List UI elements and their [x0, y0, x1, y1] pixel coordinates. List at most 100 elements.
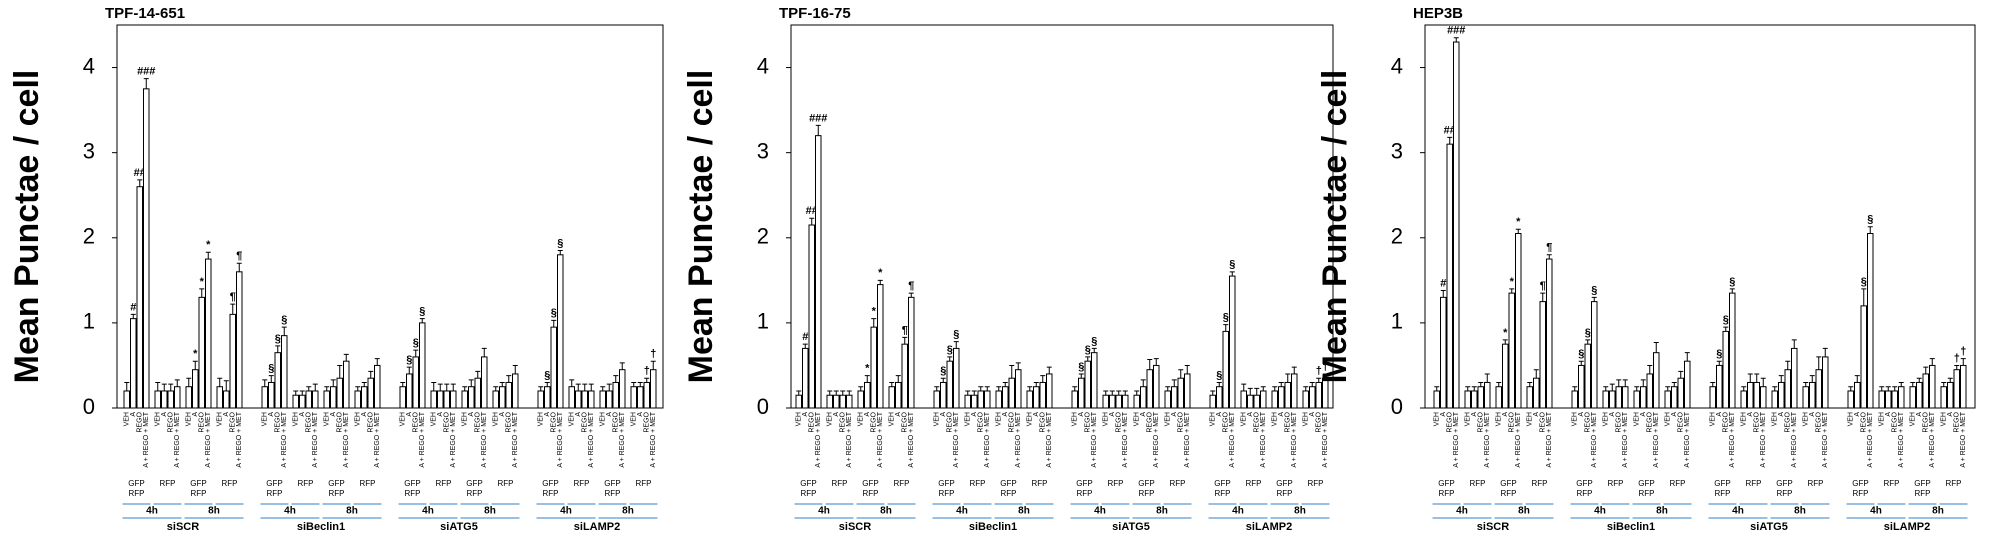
bar	[815, 135, 822, 409]
bar-label: REGO	[1447, 411, 1454, 432]
bar	[637, 386, 644, 409]
significance-mark: §	[1091, 335, 1097, 347]
error-bar	[871, 318, 877, 328]
bar-label: REGO	[275, 411, 282, 432]
error-bar	[557, 250, 563, 255]
bar	[581, 390, 588, 409]
error-bar	[947, 356, 953, 362]
error-bar	[637, 381, 643, 387]
bar-label: REGO	[506, 411, 513, 432]
error-bar	[306, 386, 312, 391]
bar	[1453, 41, 1460, 409]
bar-label: A	[1033, 412, 1040, 417]
significance-mark: #	[1440, 277, 1446, 289]
bar-label: A + REGO + MET	[619, 411, 626, 467]
error-bar	[809, 217, 815, 226]
error-bar	[1622, 379, 1628, 387]
reporter-label: RFP	[1170, 479, 1186, 488]
error-bar	[1434, 386, 1440, 391]
bar-label: VEH	[1303, 412, 1310, 426]
bar	[1302, 390, 1309, 409]
bar-label: REGO	[1540, 411, 1547, 432]
bar-label: VEH	[124, 412, 131, 426]
reporter-label: RFP	[574, 479, 590, 488]
error-bar	[324, 386, 330, 391]
bar	[544, 386, 551, 409]
bar-label: A	[940, 412, 947, 417]
time-label: 4h	[284, 506, 296, 517]
bar	[971, 394, 978, 409]
panel: HEP3B Mean Punctae / cell 0 1 2 3 4 VEH # A ## REGO…	[1316, 5, 1976, 533]
error-bar	[1465, 386, 1471, 391]
panel-title: TPF-14-651	[105, 5, 185, 22]
error-bar	[355, 386, 361, 391]
reporter-label: RFP	[360, 479, 376, 488]
bar	[977, 390, 984, 409]
error-bar	[1760, 377, 1766, 387]
time-label: 4h	[560, 506, 572, 517]
error-bar	[124, 381, 130, 391]
bar	[1584, 343, 1591, 409]
error-bar	[1941, 381, 1947, 387]
error-bar	[368, 370, 374, 379]
error-bar	[281, 326, 287, 336]
bar-label: VEH	[1803, 412, 1810, 426]
error-bar	[1671, 381, 1677, 387]
error-bar	[143, 78, 149, 89]
error-bar	[186, 377, 192, 387]
bar	[1546, 258, 1553, 409]
bar	[826, 394, 833, 409]
bar-label: A + REGO + MET	[846, 411, 853, 467]
time-label: 4h	[146, 506, 158, 517]
bar	[1615, 386, 1622, 409]
error-bar	[1791, 339, 1797, 349]
y-tick-label: 2	[1391, 224, 1403, 249]
bar	[1909, 386, 1916, 409]
error-bar	[953, 341, 959, 349]
bar-label: A + REGO + MET	[908, 411, 915, 467]
bar-label: REGO	[1585, 411, 1592, 432]
error-bar	[1803, 381, 1809, 387]
error-bar	[330, 379, 336, 387]
bar-label: VEH	[1941, 412, 1948, 426]
bar	[1284, 381, 1291, 409]
error-bar	[1210, 390, 1216, 396]
bar	[1526, 386, 1533, 409]
error-bar	[1184, 364, 1190, 374]
error-bar	[895, 375, 901, 383]
bar-label: REGO	[1147, 411, 1154, 432]
error-bar	[1278, 381, 1284, 387]
error-bar	[1578, 360, 1584, 366]
reporter-label: RFP	[939, 489, 955, 498]
bar	[123, 390, 130, 409]
bar	[1802, 386, 1809, 409]
bar-label: A + REGO + MET	[512, 411, 519, 467]
bar-label: A	[1502, 412, 1509, 417]
bar-label: VEH	[1241, 412, 1248, 426]
plot-frame	[116, 24, 664, 409]
reporter-label: GFP	[1776, 479, 1792, 488]
bar-label: A	[1171, 412, 1178, 417]
bar-label: VEH	[965, 412, 972, 426]
bar-label: REGO	[1647, 411, 1654, 432]
bar	[198, 296, 205, 409]
error-bar	[1885, 386, 1891, 391]
bar	[1484, 381, 1491, 409]
reporter-label: RFP	[1915, 489, 1931, 498]
bar	[185, 386, 192, 409]
bar-label: A	[864, 412, 871, 417]
error-bar	[217, 377, 223, 387]
reporter-label: RFP	[1108, 479, 1124, 488]
bar-label: A	[1309, 412, 1316, 417]
bar-label: A	[1278, 412, 1285, 417]
bar	[305, 390, 312, 409]
error-bar	[499, 381, 505, 387]
bar-label: A + REGO + MET	[1898, 411, 1905, 467]
y-tick-label: 1	[83, 309, 95, 334]
bar-label: A + REGO + MET	[174, 411, 181, 467]
reporter-label: RFP	[298, 479, 314, 488]
bar	[1677, 377, 1684, 409]
error-bar	[419, 318, 425, 323]
bar	[1184, 373, 1191, 409]
bar-label: VEH	[1210, 412, 1217, 426]
